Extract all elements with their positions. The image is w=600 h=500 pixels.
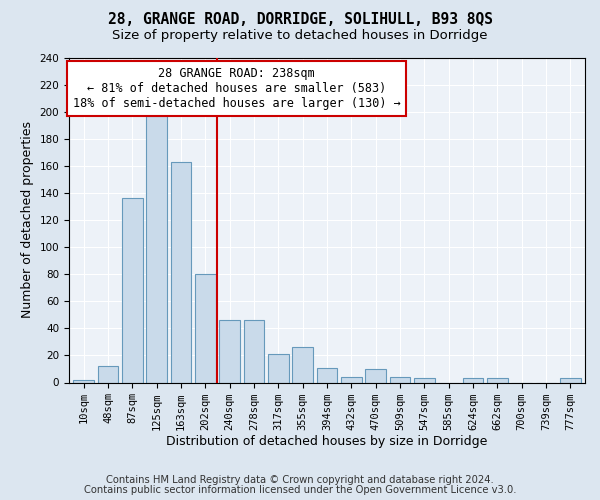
Bar [560,378,581,382]
Bar [219,320,240,382]
Bar [146,116,167,382]
Bar [463,378,484,382]
Bar [389,377,410,382]
Text: Contains HM Land Registry data © Crown copyright and database right 2024.: Contains HM Land Registry data © Crown c… [106,475,494,485]
Bar [98,366,118,382]
Bar [170,162,191,382]
Bar [365,369,386,382]
Text: 28 GRANGE ROAD: 238sqm
← 81% of detached houses are smaller (583)
18% of semi-de: 28 GRANGE ROAD: 238sqm ← 81% of detached… [73,67,401,110]
Bar [244,320,265,382]
Bar [487,378,508,382]
Y-axis label: Number of detached properties: Number of detached properties [21,122,34,318]
Bar [73,380,94,382]
Bar [195,274,215,382]
Bar [268,354,289,382]
Text: 28, GRANGE ROAD, DORRIDGE, SOLIHULL, B93 8QS: 28, GRANGE ROAD, DORRIDGE, SOLIHULL, B93… [107,12,493,28]
Bar [292,348,313,382]
Bar [414,378,435,382]
Bar [317,368,337,382]
Text: Size of property relative to detached houses in Dorridge: Size of property relative to detached ho… [112,29,488,42]
Bar [341,377,362,382]
Text: Contains public sector information licensed under the Open Government Licence v3: Contains public sector information licen… [84,485,516,495]
X-axis label: Distribution of detached houses by size in Dorridge: Distribution of detached houses by size … [166,436,488,448]
Bar [122,198,143,382]
